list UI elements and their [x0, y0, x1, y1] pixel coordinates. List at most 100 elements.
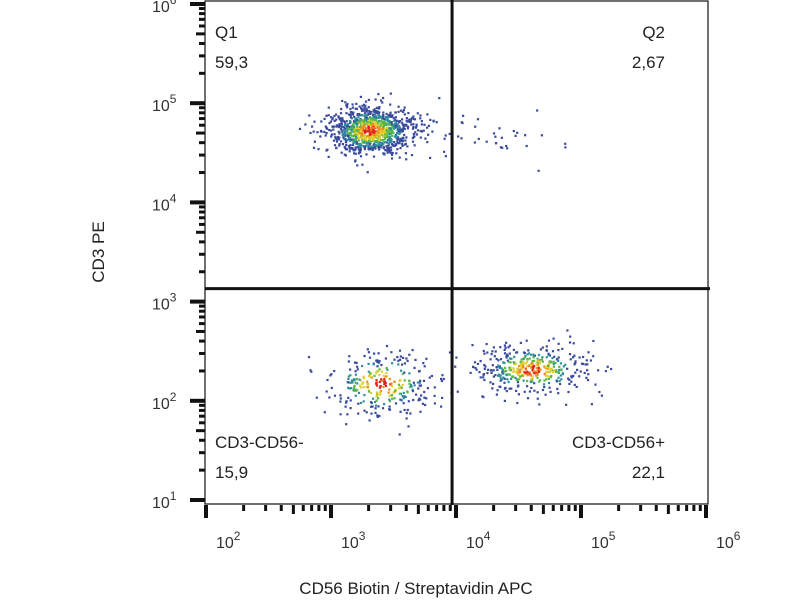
event-point: [354, 381, 357, 384]
event-point: [352, 120, 356, 123]
event-point: [396, 138, 399, 141]
event-point: [350, 125, 353, 128]
event-point: [401, 363, 404, 366]
event-point: [388, 141, 391, 144]
event-point: [499, 379, 502, 382]
event-point: [395, 152, 398, 155]
event-point: [350, 387, 353, 390]
event-point: [399, 358, 402, 361]
y-minor-tick: [199, 153, 205, 157]
event-point: [390, 149, 393, 152]
event-point: [553, 370, 556, 373]
event-point: [382, 146, 385, 150]
event-point: [360, 123, 363, 126]
event-point: [397, 105, 400, 108]
event-point: [365, 411, 368, 414]
event-point: [369, 123, 372, 127]
y-major-tick: [190, 299, 205, 304]
event-point: [352, 139, 355, 142]
event-point: [407, 112, 410, 115]
event-point: [345, 140, 348, 143]
event-point: [505, 390, 508, 393]
event-point: [517, 373, 520, 376]
event-point: [360, 134, 363, 137]
event-point: [339, 413, 342, 416]
event-point: [325, 126, 328, 129]
event-point: [342, 136, 345, 139]
event-point: [383, 153, 386, 156]
event-point: [393, 135, 396, 138]
event-point: [368, 356, 372, 359]
event-point: [365, 386, 368, 389]
event-point: [501, 370, 504, 373]
event-point: [372, 119, 375, 122]
event-point: [392, 131, 395, 134]
event-point: [396, 119, 399, 122]
event-point: [418, 381, 421, 384]
event-point: [503, 370, 506, 373]
event-point: [484, 365, 487, 368]
event-point: [376, 141, 379, 144]
event-point: [363, 109, 366, 112]
event-point: [401, 394, 404, 398]
event-point: [334, 137, 337, 140]
event-point: [344, 148, 347, 151]
x-minor-tick: [573, 505, 577, 511]
event-point: [375, 359, 378, 362]
event-point: [378, 127, 381, 130]
event-point: [362, 119, 365, 122]
y-tick-label: 103: [152, 291, 177, 314]
event-point: [385, 372, 388, 375]
event-point: [515, 371, 518, 374]
event-point: [522, 379, 525, 382]
event-point: [397, 363, 400, 366]
event-point: [533, 372, 536, 375]
event-point: [376, 394, 379, 397]
event-point: [502, 376, 505, 379]
event-point: [513, 355, 516, 359]
y-minor-tick: [199, 438, 205, 442]
event-point: [367, 351, 370, 354]
x-major-tick: [454, 505, 458, 518]
event-point: [433, 402, 436, 405]
event-point: [388, 127, 391, 130]
event-point: [540, 134, 543, 137]
event-point: [433, 394, 436, 397]
event-point: [360, 114, 363, 117]
event-point: [425, 397, 428, 400]
event-point: [552, 360, 555, 363]
event-point: [380, 115, 383, 118]
event-point: [398, 129, 402, 132]
event-point: [440, 379, 443, 383]
event-point: [368, 110, 371, 113]
event-point: [349, 144, 352, 147]
event-point: [408, 379, 411, 382]
event-point: [335, 125, 338, 128]
event-point: [363, 112, 366, 115]
event-point: [340, 128, 343, 131]
event-point: [363, 141, 366, 144]
event-point: [345, 144, 348, 147]
event-point: [375, 129, 378, 133]
event-point: [380, 124, 383, 127]
event-point: [358, 128, 361, 131]
event-point: [408, 385, 412, 389]
event-point: [502, 361, 505, 364]
event-point: [377, 352, 380, 355]
event-point: [419, 410, 422, 413]
event-point: [358, 378, 361, 381]
event-point: [365, 130, 369, 133]
event-point: [393, 141, 396, 144]
event-point: [497, 365, 501, 368]
event-point: [388, 388, 391, 391]
y-minor-tick: [196, 32, 205, 36]
y-minor-tick: [199, 240, 205, 244]
event-point: [378, 138, 381, 141]
y-minor-tick: [199, 408, 205, 412]
event-point: [338, 144, 341, 147]
event-point: [403, 133, 406, 136]
event-point: [335, 124, 338, 127]
event-point: [400, 121, 404, 124]
event-point: [352, 378, 355, 381]
